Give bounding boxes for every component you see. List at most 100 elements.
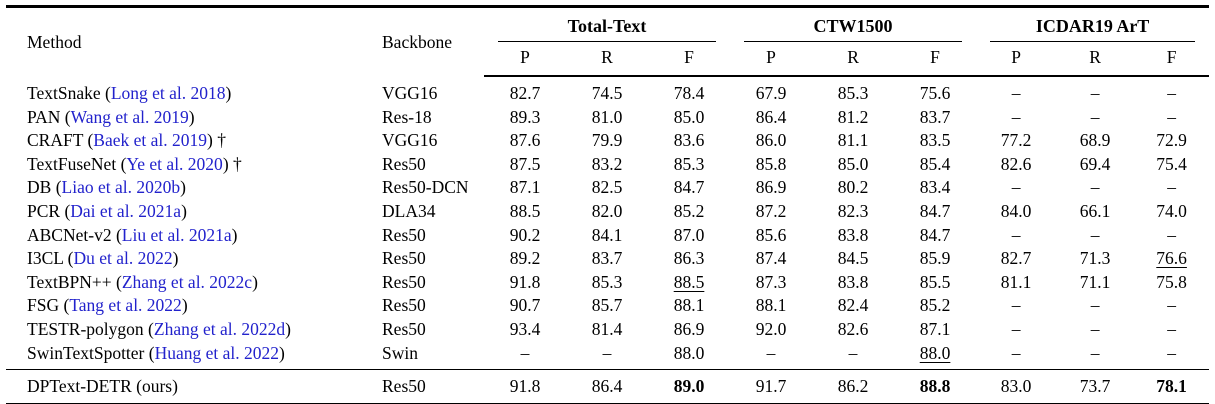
score-cell: – (1167, 224, 1176, 245)
paren-open: ( (64, 106, 71, 127)
score-cell: 81.2 (837, 106, 869, 127)
method-name: TextFuseNet (27, 153, 121, 174)
paren-close: ) (172, 248, 179, 269)
score-cell: 90.7 (509, 295, 541, 316)
paren-open: ( (148, 318, 154, 339)
score-cell: 86.9 (755, 177, 787, 198)
citation-link[interactable]: Liao et al. 2020b (61, 177, 181, 198)
score-cell: 88.0 (673, 342, 705, 363)
score-cell: 71.3 (1079, 248, 1111, 269)
score-value: 76.6 (1156, 248, 1187, 269)
score-cell: 81.4 (591, 318, 623, 339)
citation-link[interactable]: Ye et al. 2020 (126, 153, 223, 174)
score-cell: 76.6 (1134, 247, 1209, 271)
table-row: PCR (Dai et al. 2021a) DLA34 88.5 82.0 85.2 8… (6, 200, 1209, 224)
score-cell: 82.5 (591, 177, 623, 198)
backbone-cell: Res50-DCN (382, 177, 469, 198)
score-cell: 86.4 (755, 106, 787, 127)
score-cell: 83.0 (976, 369, 1057, 404)
paren-open: ( (116, 271, 122, 292)
score-cell: – (766, 342, 776, 363)
score-cell: 91.7 (730, 369, 813, 404)
score-cell: 87.2 (755, 200, 787, 221)
score-cell: 87.6 (509, 130, 541, 151)
method-name: DPText-DETR (27, 376, 137, 397)
score-cell: 82.6 (837, 318, 869, 339)
subcol-p: P (730, 42, 813, 77)
paren-close: ) (180, 177, 186, 198)
method-name: PCR (27, 200, 65, 221)
backbone-cell: Res50 (382, 248, 426, 269)
score-cell: 85.9 (919, 248, 951, 269)
score-cell: – (1011, 295, 1021, 316)
score-cell: – (1011, 106, 1021, 127)
score-cell: 84.7 (673, 177, 705, 198)
citation-link[interactable]: Long et al. 2018 (110, 82, 226, 103)
score-cell: 88.8 (894, 369, 977, 404)
method-name: TextSnake (27, 82, 105, 103)
score-cell: 84.7 (919, 224, 951, 245)
citation-link[interactable]: Baek et al. 2019 (93, 130, 208, 151)
method-name: ABCNet-v2 (27, 224, 116, 245)
paren-open: ( (67, 248, 74, 269)
score-cell: – (1090, 177, 1100, 198)
score-cell: 78.1 (1134, 369, 1210, 404)
table-row: I3CL (Du et al. 2022) Res50 89.2 83.7 86.3 87… (6, 247, 1209, 271)
score-cell: – (1167, 342, 1176, 363)
score-cell: 85.3 (673, 153, 705, 174)
method-cell: TextSnake (Long et al. 2018) (6, 76, 364, 106)
results-table: Method Backbone Total-Text CTW1500 ICDAR… (6, 8, 1210, 404)
group-header-ctw1500: CTW1500 (730, 8, 976, 42)
citation-link[interactable]: Dai et al. 2021a (70, 200, 182, 221)
score-cell: 88.1 (755, 295, 787, 316)
score-cell: 77.2 (1000, 130, 1032, 151)
method-cell: TextBPN++ (Zhang et al. 2022c) (6, 271, 364, 295)
citation-link[interactable]: Zhang et al. 2022c (121, 271, 253, 292)
citation-link[interactable]: Wang et al. 2019 (70, 106, 189, 127)
score-cell: 87.3 (755, 271, 787, 292)
score-cell: 69.4 (1079, 153, 1111, 174)
score-value: 88.0 (919, 342, 951, 363)
score-cell: 90.2 (509, 224, 541, 245)
citation-link[interactable]: Liu et al. 2021a (121, 224, 232, 245)
group-rule (990, 41, 1196, 42)
score-cell: 93.4 (509, 318, 541, 339)
score-value: 89.0 (673, 376, 705, 397)
citation-link[interactable]: Du et al. 2022 (73, 248, 173, 269)
backbone-cell: VGG16 (382, 82, 438, 103)
backbone-cell: Res50 (364, 369, 484, 404)
score-cell: 85.2 (673, 200, 705, 221)
score-cell: 85.3 (837, 83, 869, 103)
table-row: TextBPN++ (Zhang et al. 2022c) Res50 91.8 8… (6, 271, 1209, 295)
method-cell: DPText-DETR (ours) (6, 369, 364, 404)
score-cell: 86.3 (673, 248, 705, 269)
score-cell: 89.2 (509, 248, 541, 269)
score-cell: 74.0 (1156, 200, 1187, 221)
score-cell: – (1167, 318, 1176, 339)
score-cell: 75.4 (1156, 153, 1187, 174)
score-value: 88.5 (673, 271, 705, 292)
score-cell: 88.1 (673, 295, 705, 316)
score-value: 88.8 (919, 376, 951, 397)
paren-open: ( (55, 177, 62, 198)
table-row: CRAFT (Baek et al. 2019) † VGG16 87.6 79.9 8… (6, 129, 1209, 153)
score-cell: 84.7 (919, 200, 951, 221)
score-cell: 83.8 (837, 271, 869, 292)
backbone-cell: Res-18 (382, 106, 432, 127)
citation-link[interactable]: Tang et al. 2022 (69, 295, 182, 316)
group-header-icdar19art: ICDAR19 ArT (976, 8, 1209, 42)
citation-link[interactable]: Huang et al. 2022 (154, 342, 280, 363)
score-cell: – (1090, 295, 1100, 316)
score-cell: 89.0 (648, 369, 731, 404)
method-cell: CRAFT (Baek et al. 2019) † (6, 129, 364, 153)
citation-link[interactable]: Zhang et al. 2022d (153, 318, 286, 339)
score-cell: 74.5 (591, 83, 623, 103)
method-name: I3CL (27, 248, 68, 269)
subcol-f: F (1134, 42, 1210, 77)
score-cell: 85.5 (919, 271, 951, 292)
score-cell: – (848, 342, 858, 363)
score-cell: 83.7 (591, 248, 623, 269)
score-cell: 84.0 (1000, 200, 1032, 221)
group-rule (498, 41, 717, 42)
table-row: TextSnake (Long et al. 2018) VGG16 82.7 74.… (6, 76, 1209, 106)
